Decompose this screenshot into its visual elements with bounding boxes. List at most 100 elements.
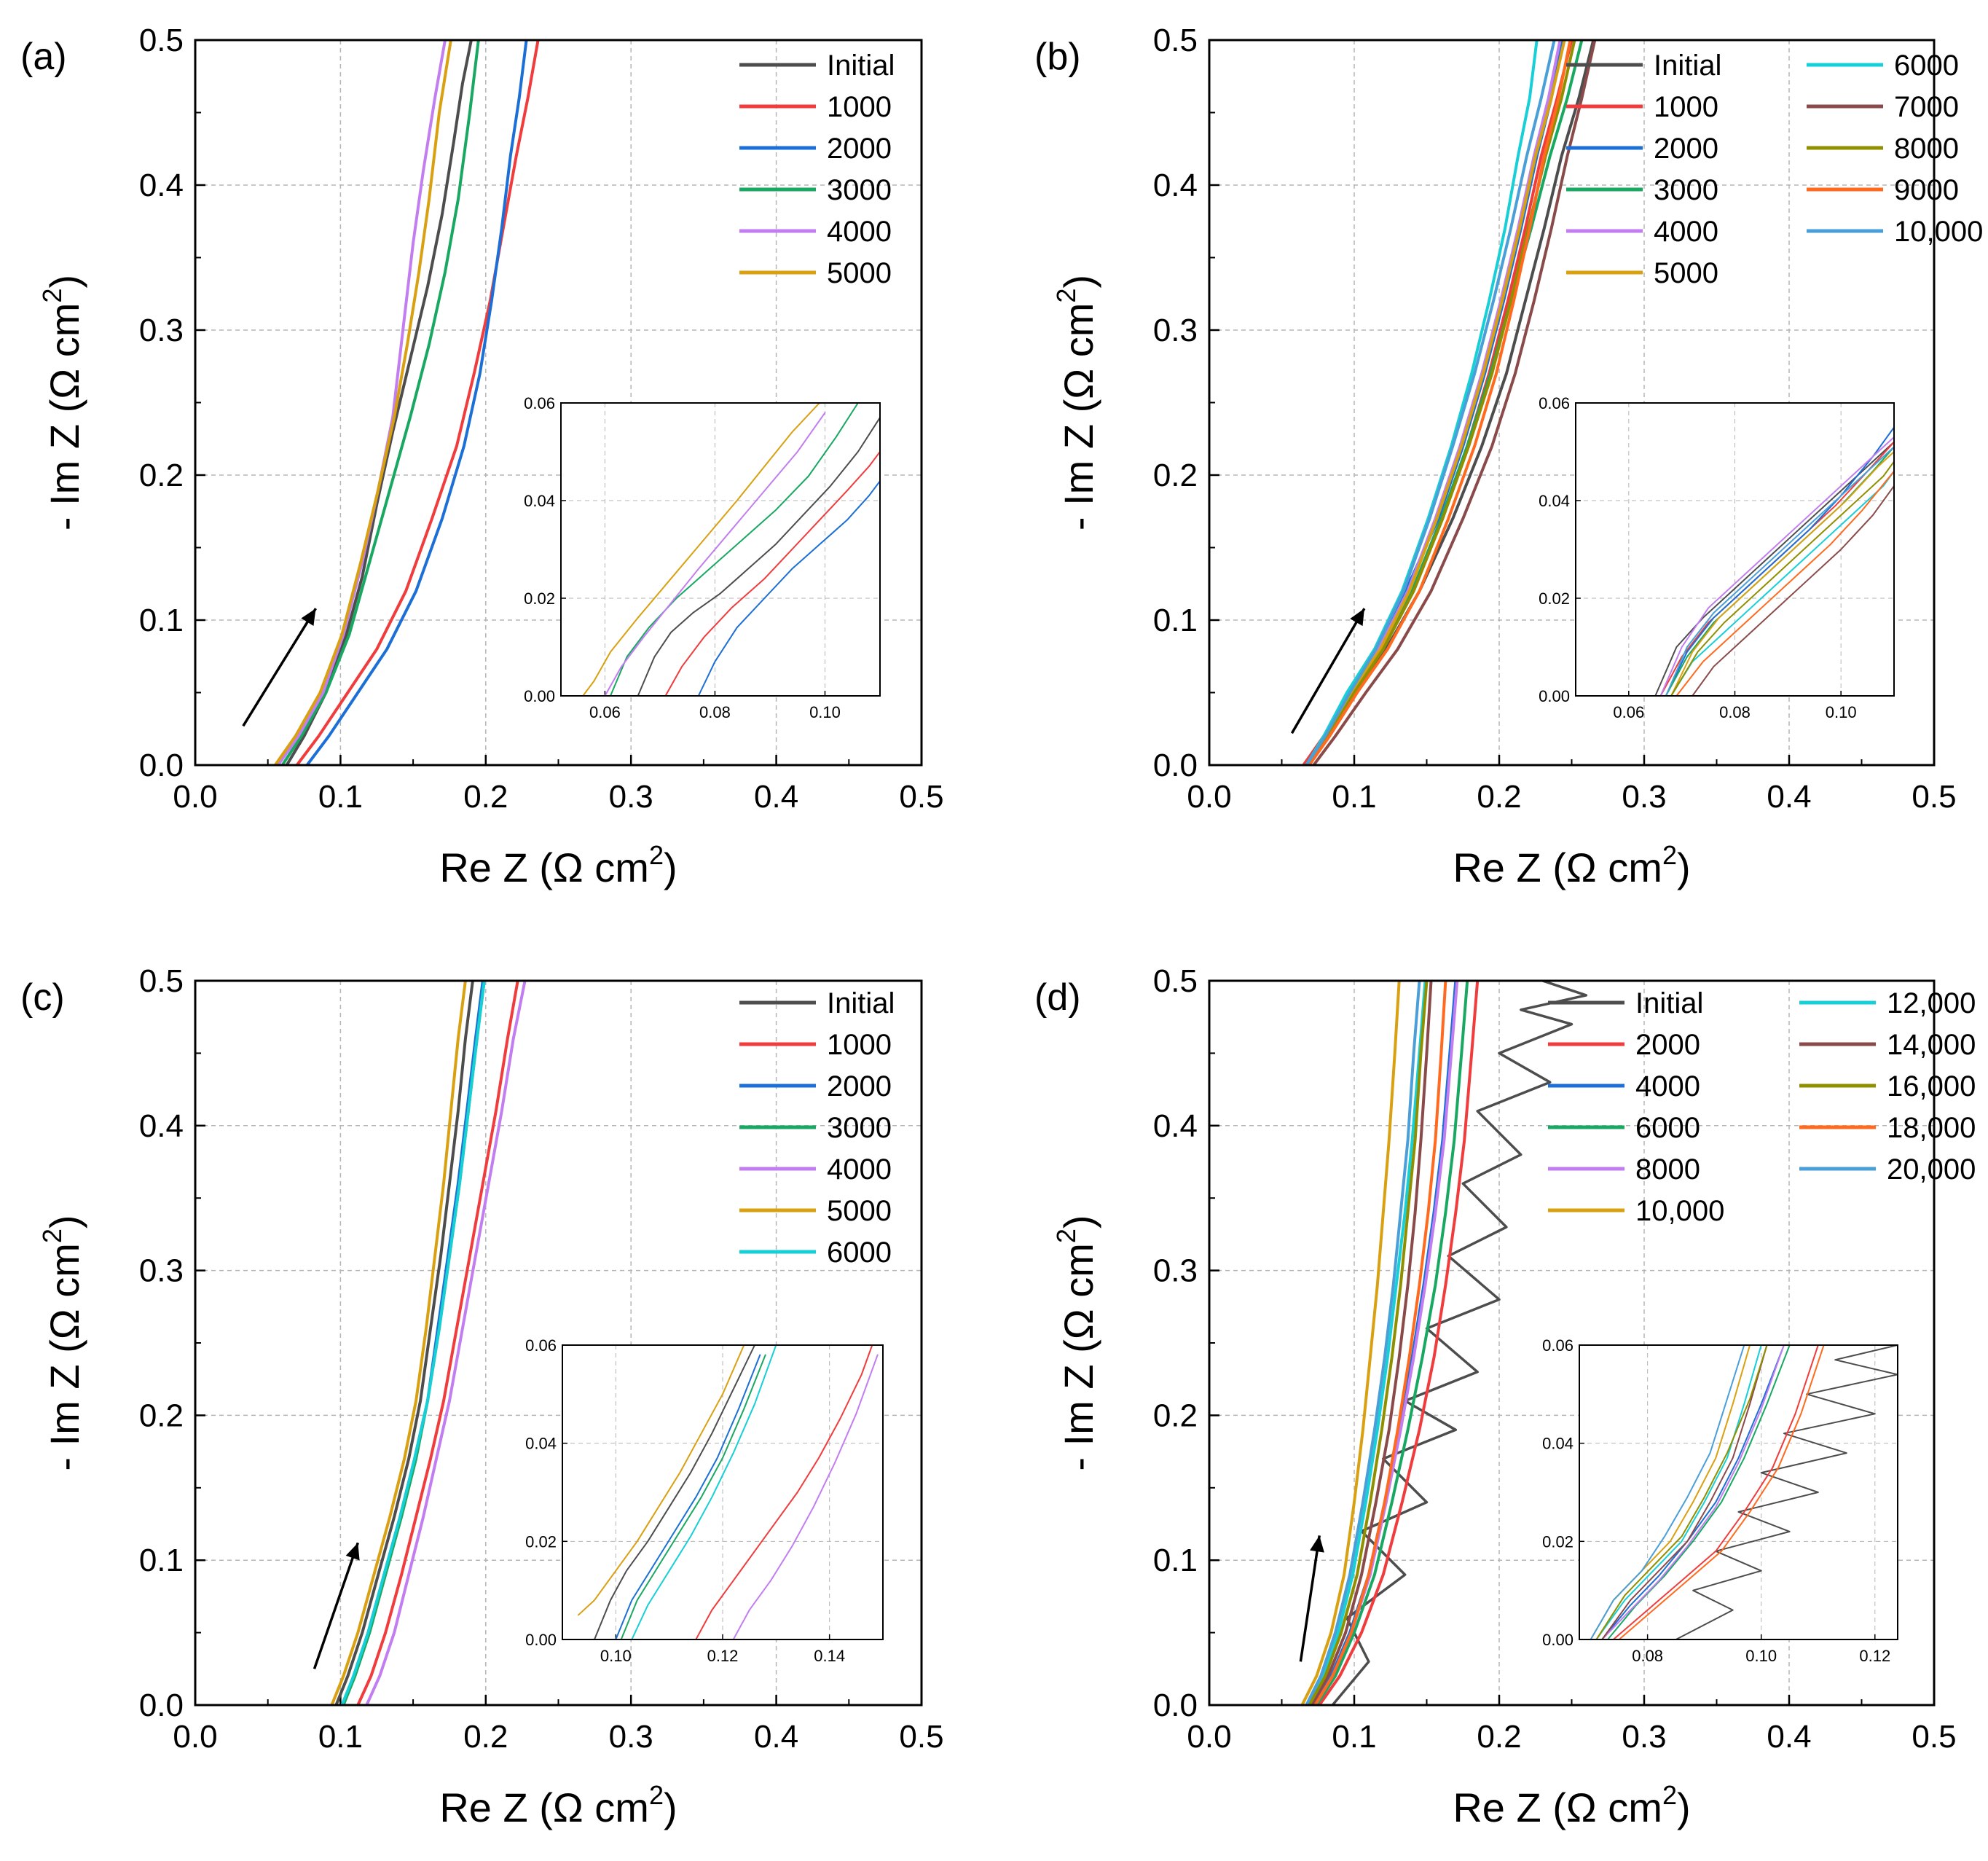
x-tick-label: 0.3 [609, 779, 653, 815]
y-tick-label: 0.1 [139, 1543, 184, 1578]
main-line-7000 [1312, 40, 1597, 765]
inset-line-2000 [1665, 426, 1894, 696]
panel-a: (a) 0.0 0.1 0.2 0.3 0.4 0.5 0.0 0.1 0.2 0.3 0.4 0.5 I… [20, 23, 944, 890]
main-line-1000 [295, 40, 540, 765]
x-axis-title-sup: 2 [1662, 1780, 1677, 1810]
inset-background [1579, 1345, 1898, 1639]
main-series-group [330, 981, 527, 1705]
trend-arrow-head [1350, 608, 1364, 627]
inset-line-5000 [582, 403, 820, 696]
legend-label: 4000 [827, 216, 892, 248]
inset-y-tick-label: 0.06 [1539, 394, 1570, 412]
y-tick-label: 0.1 [1153, 1543, 1198, 1578]
x-tick-label: 0.2 [1477, 779, 1521, 815]
inset-y-tick-label: 0.02 [1542, 1532, 1573, 1551]
legend-label: 1000 [827, 1029, 892, 1061]
y-tick-label: 0.1 [1153, 603, 1198, 638]
trend-arrow-shaft [1290, 608, 1366, 734]
main-line-12000 [1306, 981, 1427, 1705]
panel-label: (b) [1034, 36, 1081, 78]
inset-y-tick-label: 0.02 [524, 589, 555, 608]
inset-y-tick-label: 0.00 [1542, 1631, 1573, 1649]
panel-d: (d) 0.0 0.1 0.2 0.3 0.4 0.5 0.0 0.1 0.2 0.3 0.4 0.5 I… [1034, 963, 1976, 1830]
y-axis-title-close: ) [42, 275, 87, 289]
inset-line-4000 [732, 1354, 879, 1639]
inset-line-8000 [1670, 461, 1894, 696]
y-tick-label: 0.5 [1153, 963, 1198, 999]
x-axis-title: Re Z (Ω cm2) [1453, 840, 1690, 890]
legend-label: 3000 [827, 1112, 892, 1144]
panels-group: (a) 0.0 0.1 0.2 0.3 0.4 0.5 0.0 0.1 0.2 0.3 0.4 0.5 I… [20, 23, 1983, 1830]
y-axis-title-close: ) [1056, 275, 1101, 289]
x-tick-label: 0.2 [463, 779, 508, 815]
y-tick-label: 0.3 [139, 1253, 184, 1289]
inset-frame [562, 1344, 884, 1640]
inset-series-group [1654, 426, 1894, 696]
inset-x-tick-label: 0.10 [809, 703, 841, 721]
y-axis-title: - Im Z (Ω cm2) [1051, 275, 1101, 530]
inset-x-tick-label: 0.12 [1859, 1647, 1890, 1665]
main-line-5000 [330, 981, 467, 1705]
y-tick-label: 0.2 [1153, 1398, 1198, 1433]
y-axis-title: - Im Z (Ω cm2) [1051, 1215, 1101, 1470]
inset-y-tick-label: 0.04 [524, 492, 555, 510]
inset-line-9000 [1675, 470, 1894, 696]
inset-line-6000 [1670, 470, 1894, 696]
trend-arrow-head [301, 608, 316, 627]
x-axis-title-sup: 2 [1662, 840, 1677, 870]
inset-frame [560, 402, 881, 697]
inset-y-tick-label: 0.00 [524, 687, 555, 705]
inset-chart: 0.06 0.08 0.10 0.00 0.02 0.04 0.06 [524, 394, 881, 721]
inset-line-14000 [1601, 1345, 1768, 1639]
y-tick-label: 0.3 [1153, 1253, 1198, 1289]
inset-x-tick-label: 0.06 [589, 703, 621, 721]
inset-line-initial [594, 1345, 755, 1639]
legend-label: 2000 [827, 1070, 892, 1102]
y-axis-title-main: - Im Z (Ω cm [42, 1243, 87, 1470]
inset-x-tick-label: 0.12 [707, 1647, 739, 1665]
legend-label: 3000 [827, 174, 892, 206]
plot-frame [1208, 979, 1936, 1707]
y-tick-label: 0.4 [1153, 168, 1198, 203]
x-axis-title-close: ) [1677, 1784, 1691, 1830]
x-axis-title: Re Z (Ω cm2) [439, 1780, 677, 1830]
main-line-14000 [1311, 981, 1433, 1705]
inset-y-tick-label: 0.04 [1542, 1435, 1573, 1453]
trend-arrow-shaft [313, 1542, 359, 1669]
inset-frame [1579, 1344, 1898, 1640]
panel-label: (c) [20, 976, 65, 1019]
y-axis-title-close: ) [1056, 1215, 1101, 1229]
x-tick-label: 0.3 [1622, 1719, 1666, 1755]
inset-y-tick-label: 0.06 [524, 394, 555, 412]
legend-label: Initial [1654, 50, 1721, 82]
inset-line-7000 [1692, 485, 1894, 696]
legend-label: 5000 [827, 257, 892, 289]
legend-label: Initial [827, 987, 895, 1019]
y-tick-label: 0.1 [139, 603, 184, 638]
panel-c: (c) 0.0 0.1 0.2 0.3 0.4 0.5 0.0 0.1 0.2 0.3 0.4 0.5 I… [20, 963, 944, 1830]
y-tick-label: 0.0 [1153, 1688, 1198, 1723]
legend: Initial 1000 2000 3000 4000 5000 6000 7000 8000 9… [1566, 50, 1983, 289]
inset-line-5000 [1670, 451, 1894, 696]
main-line-16000 [1308, 981, 1429, 1705]
inset-y-tick-label: 0.00 [525, 1631, 557, 1649]
legend-label: 2000 [1635, 1029, 1700, 1061]
y-axis-title-main: - Im Z (Ω cm [1056, 1243, 1101, 1470]
inset-line-5000 [578, 1345, 745, 1616]
legend-label: 10,000 [1894, 216, 1983, 248]
main-line-10000 [1300, 981, 1401, 1705]
main-line-9000 [1308, 40, 1572, 765]
x-tick-label: 0.5 [899, 779, 943, 815]
y-axis-title-sup: 2 [1051, 289, 1081, 303]
x-tick-label: 0.4 [754, 1719, 798, 1755]
main-line-6000 [1315, 981, 1469, 1705]
main-series-group [273, 40, 540, 765]
main-series-group [1302, 40, 1597, 765]
y-tick-label: 0.2 [1153, 458, 1198, 493]
main-line-6000 [340, 981, 486, 1705]
main-line-5000 [273, 40, 452, 765]
legend-label: Initial [827, 50, 895, 82]
x-tick-label: 0.0 [1187, 1719, 1231, 1755]
inset-x-tick-label: 0.06 [1613, 703, 1644, 721]
main-line-10000 [1305, 40, 1556, 765]
